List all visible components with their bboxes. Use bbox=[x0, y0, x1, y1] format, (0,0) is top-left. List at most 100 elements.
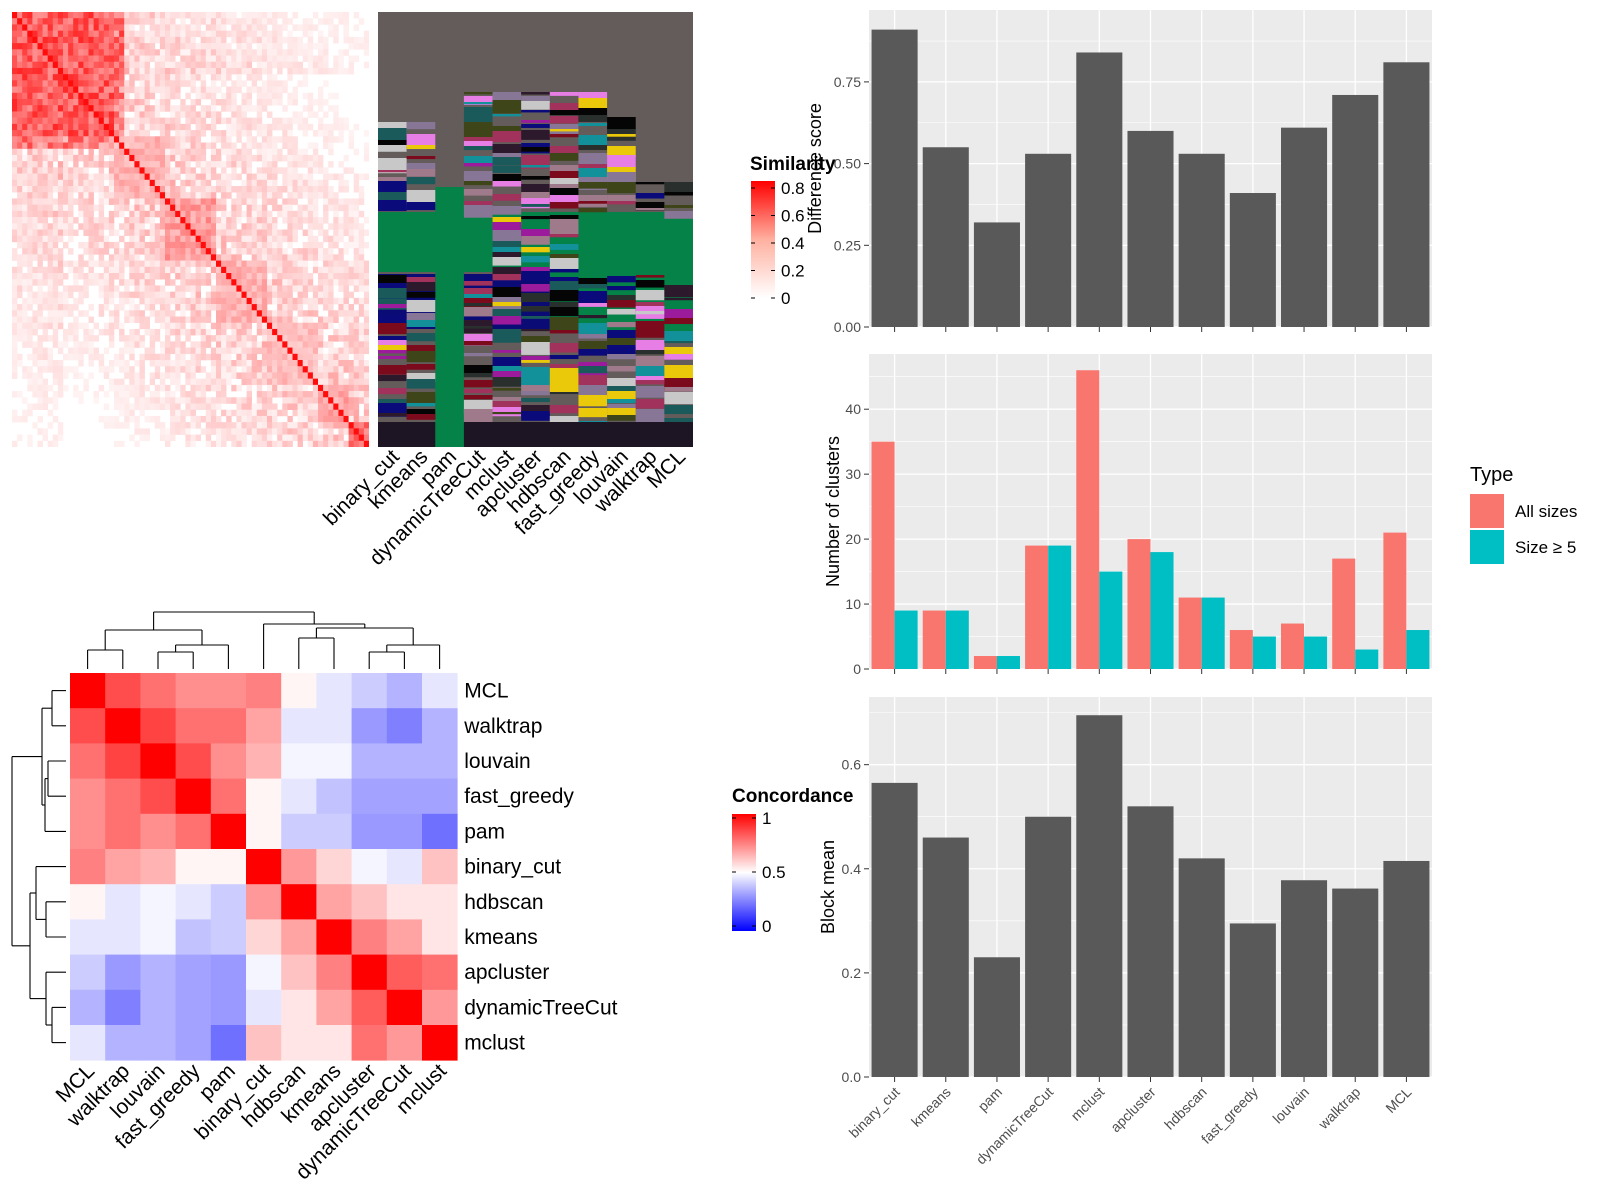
similarity-cell bbox=[363, 154, 369, 162]
similarity-cell bbox=[256, 347, 263, 355]
similarity-cell bbox=[103, 260, 110, 268]
similarity-cell bbox=[205, 210, 212, 218]
similarity-cell bbox=[267, 322, 273, 330]
similarity-cell bbox=[114, 49, 120, 56]
similarity-cell bbox=[139, 192, 145, 199]
similarity-cell bbox=[287, 440, 293, 447]
similarity-cell bbox=[129, 186, 135, 193]
similarity-cell bbox=[246, 366, 252, 373]
similarity-cell bbox=[78, 372, 84, 379]
similarity-cell bbox=[32, 235, 38, 243]
similarity-cell bbox=[195, 111, 201, 118]
similarity-cell bbox=[231, 347, 237, 355]
cluster-segment bbox=[635, 193, 665, 199]
similarity-cell bbox=[175, 142, 181, 150]
bar-all-sizes bbox=[1383, 532, 1407, 669]
similarity-cell bbox=[73, 136, 79, 143]
similarity-cell bbox=[114, 105, 120, 112]
similarity-cell bbox=[226, 186, 232, 193]
similarity-cell bbox=[42, 123, 48, 131]
similarity-cell bbox=[17, 49, 23, 56]
similarity-cell bbox=[297, 148, 303, 156]
similarity-cell bbox=[246, 18, 252, 25]
similarity-cell bbox=[63, 105, 69, 112]
similarity-cell bbox=[292, 335, 298, 342]
similarity-cell bbox=[47, 130, 54, 137]
similarity-cell bbox=[256, 384, 263, 392]
similarity-cell bbox=[134, 136, 140, 143]
similarity-cell bbox=[88, 173, 94, 181]
similarity-cell bbox=[210, 397, 217, 404]
similarity-cell bbox=[180, 198, 186, 205]
similarity-cell bbox=[348, 322, 354, 330]
similarity-cell bbox=[165, 241, 171, 249]
type-legend: Type All sizes Size ≥ 5 bbox=[1470, 464, 1577, 564]
similarity-cell bbox=[149, 415, 156, 423]
similarity-cell bbox=[22, 154, 28, 162]
similarity-cell bbox=[241, 229, 247, 237]
similarity-cell bbox=[22, 229, 28, 237]
similarity-cell bbox=[256, 43, 263, 50]
similarity-cell bbox=[73, 167, 79, 174]
similarity-cell bbox=[129, 55, 135, 63]
similarity-cell bbox=[124, 61, 130, 69]
cluster-segment bbox=[463, 409, 493, 416]
similarity-cell bbox=[272, 409, 278, 417]
similarity-cell bbox=[312, 61, 319, 69]
similarity-cell bbox=[57, 12, 64, 19]
similarity-cell bbox=[251, 241, 258, 249]
similarity-cell bbox=[200, 36, 207, 44]
similarity-cell bbox=[221, 335, 227, 342]
similarity-cell bbox=[221, 366, 227, 373]
similarity-cell bbox=[358, 322, 365, 330]
similarity-cell bbox=[93, 391, 99, 398]
similarity-cell bbox=[37, 55, 43, 63]
similarity-cell bbox=[195, 117, 201, 125]
similarity-cell bbox=[267, 335, 273, 342]
similarity-cell bbox=[292, 179, 298, 187]
similarity-cell bbox=[57, 360, 64, 367]
similarity-cell bbox=[292, 198, 298, 205]
similarity-cell bbox=[52, 266, 59, 274]
similarity-cell bbox=[307, 186, 314, 193]
similarity-cell bbox=[236, 372, 242, 379]
similarity-cell bbox=[221, 12, 227, 19]
similarity-cell bbox=[170, 61, 176, 69]
similarity-cell bbox=[175, 154, 181, 162]
similarity-cell bbox=[205, 24, 212, 31]
similarity-cell bbox=[63, 18, 69, 25]
similarity-cell bbox=[27, 273, 33, 280]
similarity-cell bbox=[241, 198, 247, 205]
similarity-cell bbox=[256, 30, 263, 38]
similarity-cell bbox=[358, 397, 365, 404]
similarity-cell bbox=[343, 12, 349, 19]
similarity-cell bbox=[154, 55, 161, 63]
similarity-cell bbox=[37, 198, 43, 205]
similarity-cell bbox=[149, 86, 156, 94]
similarity-cell bbox=[302, 341, 309, 348]
similarity-cell bbox=[42, 43, 48, 50]
similarity-cell bbox=[277, 360, 283, 367]
similarity-cell bbox=[343, 154, 349, 162]
similarity-cell bbox=[119, 55, 125, 63]
similarity-cell bbox=[353, 310, 360, 317]
similarity-cell bbox=[52, 148, 59, 156]
similarity-cell bbox=[32, 254, 38, 261]
similarity-cell bbox=[318, 154, 324, 162]
similarity-cell bbox=[42, 36, 48, 44]
similarity-cell bbox=[37, 123, 43, 131]
similarity-cell bbox=[22, 130, 28, 137]
similarity-cell bbox=[358, 328, 365, 336]
similarity-cell bbox=[114, 391, 120, 398]
similarity-cell bbox=[216, 372, 222, 379]
similarity-cell bbox=[205, 204, 212, 212]
similarity-cell bbox=[78, 12, 84, 19]
similarity-cell bbox=[287, 229, 293, 237]
similarity-cell bbox=[348, 142, 354, 150]
similarity-cell bbox=[17, 92, 23, 100]
similarity-cell bbox=[338, 260, 344, 268]
similarity-cell bbox=[195, 186, 201, 193]
similarity-cell bbox=[241, 161, 247, 168]
similarity-cell bbox=[261, 49, 268, 56]
similarity-cell bbox=[261, 192, 268, 199]
